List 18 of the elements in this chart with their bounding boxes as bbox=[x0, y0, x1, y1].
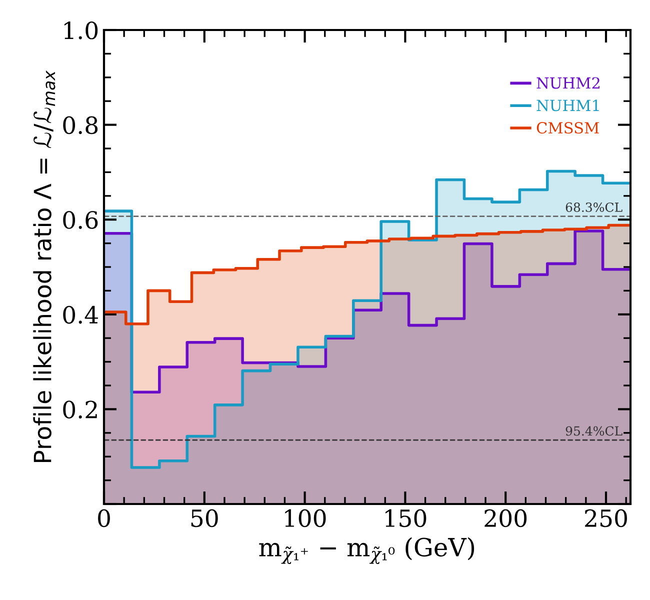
x-tick-label: 200 bbox=[484, 509, 527, 528]
x-tick-label: 50 bbox=[191, 509, 218, 528]
x-axis-title: m$_{χ̃₁⁺}$ − m$_{χ̃₁⁰}$ (GeV) bbox=[259, 537, 474, 564]
ref-line-label: 95.4%CL bbox=[566, 426, 622, 436]
text: NUHM2 bbox=[536, 77, 600, 89]
y-tick-label: 1.0 bbox=[64, 21, 98, 40]
x-tick-label: 250 bbox=[585, 509, 627, 528]
y-tick-label: 0.6 bbox=[63, 211, 98, 229]
text: NUHM1 bbox=[536, 100, 599, 112]
y-tick-label: 0.2 bbox=[63, 400, 97, 419]
y-tick-label: 0.4 bbox=[63, 306, 98, 324]
x-tick-label: 0 bbox=[98, 509, 110, 528]
y-axis-title: Profile likelihood ratio Λ = ℒ/ℒ$_{max}$ bbox=[33, 70, 56, 462]
x-tick-label: 150 bbox=[386, 509, 426, 528]
text: CMSSM bbox=[536, 122, 599, 134]
y-tick-label: 0.8 bbox=[63, 116, 98, 134]
ref-line-label: 68.3%CL bbox=[566, 202, 622, 212]
x-tick-label: 100 bbox=[285, 509, 326, 528]
